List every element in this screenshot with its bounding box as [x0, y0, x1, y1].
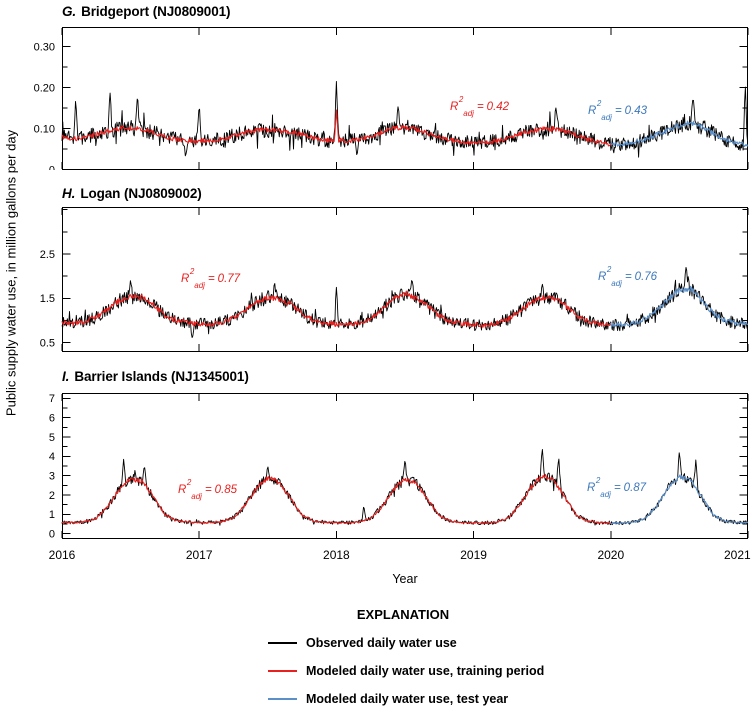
x-axis-tick-labels: 2016 2017 2018 2019 2020 2021: [0, 548, 751, 564]
panel-g-letter: G.: [62, 4, 77, 19]
svg-text:2: 2: [49, 490, 55, 502]
legend-item-test: Modeled daily water use, test year: [268, 692, 508, 706]
r2-base: R: [588, 104, 597, 117]
r2-base: R: [450, 100, 459, 113]
panel-i-name: Barrier Islands (NJ1345001): [74, 369, 249, 384]
r2-value: 0.42: [486, 100, 510, 113]
test-line-swatch: [268, 698, 297, 700]
svg-text:2.5: 2.5: [40, 249, 55, 261]
observed-line-swatch: [268, 642, 297, 644]
r2-eq: =: [614, 104, 622, 117]
panel-i-plot: 0 1 2 3 4 5 6 7: [49, 393, 749, 539]
x-tick-label: 2017: [185, 548, 213, 562]
x-tick-label: 2019: [460, 548, 487, 562]
svg-text:1.5: 1.5: [40, 293, 55, 305]
r2-eq: =: [204, 483, 212, 496]
r2-base: R: [598, 270, 607, 283]
r2-annotation-g-test: R2 adj= 0.43: [588, 98, 648, 123]
r2-annotation-g-training: R2 adj= 0.42: [450, 94, 510, 119]
svg-text:0.20: 0.20: [34, 82, 55, 94]
svg-text:5: 5: [49, 432, 55, 444]
panel-g-name: Bridgeport (NJ0809001): [81, 4, 231, 19]
r2-sup: 2: [595, 475, 601, 485]
x-tick-label: 2020: [597, 548, 625, 562]
r2-annotation-h-training: R2 adj= 0.77: [181, 266, 241, 291]
svg-text:6: 6: [49, 413, 55, 425]
panel-h-plot: 0.5 1.5 2.5: [40, 207, 749, 352]
r2-annotation-h-test: R2 adj= 0.76: [598, 264, 658, 289]
svg-text:7: 7: [49, 393, 55, 405]
r2-sub: adj: [611, 279, 622, 289]
r2-eq: =: [476, 100, 484, 113]
r2-value: 0.43: [624, 104, 648, 117]
legend-title: EXPLANATION: [356, 607, 450, 622]
panel-g-title: G. Bridgeport (NJ0809001): [62, 4, 231, 19]
r2-sub: adj: [600, 490, 611, 500]
r2-sup: 2: [458, 94, 464, 104]
r2-sup: 2: [596, 98, 602, 108]
svg-text:0: 0: [49, 164, 55, 170]
legend-item-training: Modeled daily water use, training period: [268, 664, 544, 678]
r2-eq: =: [207, 272, 215, 285]
r2-annotation-i-test: R2 adj= 0.87: [587, 475, 647, 500]
x-tick-label: 2021: [723, 548, 751, 562]
panel-i-letter: I.: [62, 369, 70, 384]
r2-value: 0.87: [623, 481, 647, 494]
r2-sub: adj: [191, 492, 202, 502]
svg-text:4: 4: [49, 451, 55, 463]
x-tick-label: 2018: [323, 548, 350, 562]
legend-label: Modeled daily water use, test year: [306, 692, 509, 706]
r2-sup: 2: [606, 264, 612, 274]
r2-sup: 2: [189, 266, 195, 276]
r2-sup: 2: [186, 477, 192, 487]
svg-text:3: 3: [49, 471, 55, 483]
legend-item-observed: Observed daily water use: [268, 636, 457, 650]
panel-h-letter: H.: [62, 186, 76, 201]
r2-annotation-i-training: R2 adj= 0.85: [178, 477, 238, 502]
r2-sub: adj: [601, 113, 612, 123]
r2-eq: =: [624, 270, 632, 283]
panel-g-plot: 0 0.10 0.20 0.30: [34, 27, 749, 170]
svg-text:1: 1: [49, 509, 55, 521]
training-line-swatch: [268, 670, 297, 672]
x-axis-label: Year: [392, 572, 418, 586]
panel-h-title: H. Logan (NJ0809002): [62, 186, 202, 201]
r2-value: 0.77: [217, 272, 241, 285]
svg-text:0.5: 0.5: [40, 337, 55, 349]
svg-text:0: 0: [49, 529, 55, 539]
r2-base: R: [181, 272, 190, 285]
svg-text:0.10: 0.10: [34, 123, 55, 135]
r2-base: R: [587, 481, 596, 494]
panel-h-name: Logan (NJ0809002): [80, 186, 202, 201]
r2-base: R: [178, 483, 187, 496]
svg-text:0.30: 0.30: [34, 41, 55, 53]
x-tick-label: 2016: [48, 548, 76, 562]
legend-label: Modeled daily water use, training period: [306, 664, 545, 678]
r2-sub: adj: [463, 109, 474, 119]
r2-value: 0.76: [634, 270, 658, 283]
r2-sub: adj: [194, 281, 205, 291]
r2-value: 0.85: [214, 483, 238, 496]
panel-i-title: I. Barrier Islands (NJ1345001): [62, 369, 249, 384]
r2-eq: =: [613, 481, 621, 494]
legend-label: Observed daily water use: [306, 636, 457, 650]
